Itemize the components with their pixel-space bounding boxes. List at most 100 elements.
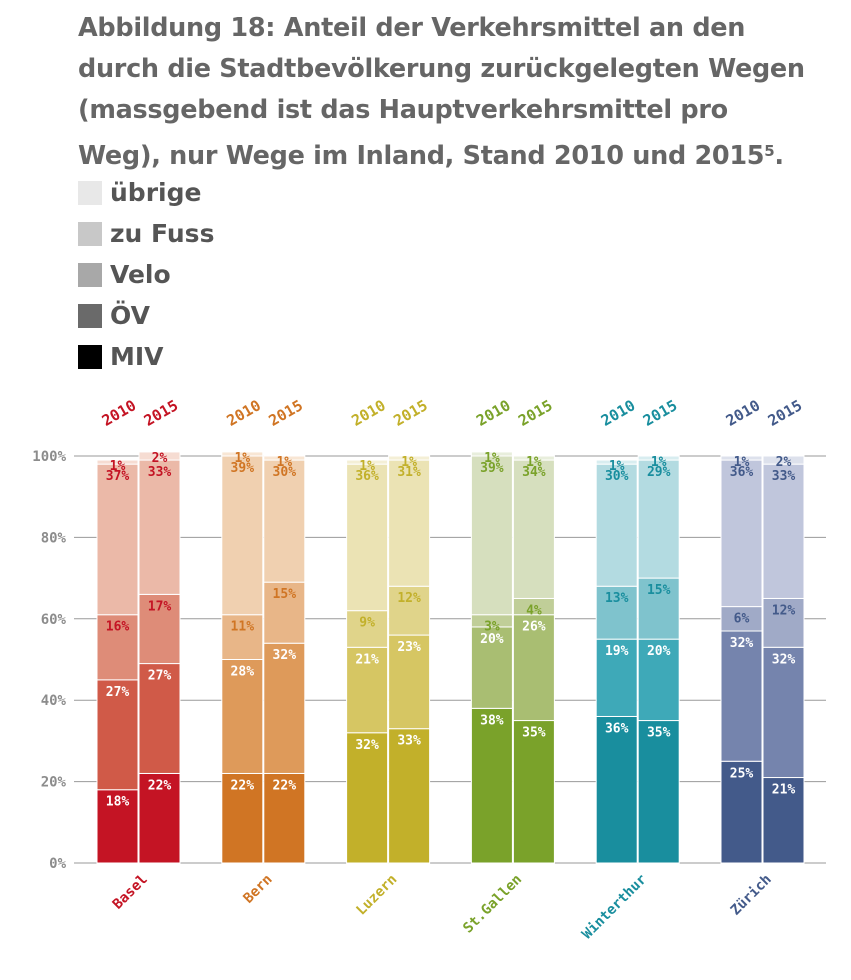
data-label: 6% (734, 612, 750, 627)
bar-segment (762, 597, 805, 648)
category-label: St.Gallen (460, 872, 525, 937)
data-label: 13% (605, 591, 629, 606)
legend-swatch-zu-fuss (78, 221, 102, 246)
data-label: 9% (359, 616, 375, 631)
data-label: 32% (730, 636, 754, 651)
data-label: 35% (647, 726, 671, 741)
stacked-bar-chart: 0%20%40%60%80%100%18%27%16%37%1%201022%2… (32, 396, 826, 942)
bar-segment (388, 455, 431, 461)
bar-segment (96, 463, 139, 616)
data-label: 31% (397, 465, 421, 480)
data-label: 27% (106, 685, 130, 700)
year-label: 2010 (723, 396, 763, 430)
data-label: 1% (484, 451, 500, 466)
data-label: 25% (730, 766, 754, 781)
chart-title: Abbildung 18: Anteil der Verkehrsmittel … (78, 13, 805, 171)
bar-segment (470, 451, 513, 457)
legend-label: Velo (110, 260, 171, 289)
data-label: 1% (651, 455, 667, 470)
data-label: 28% (231, 665, 255, 680)
bar-segment (637, 720, 680, 864)
data-label: 1% (234, 451, 250, 466)
bar-segment (221, 451, 264, 457)
data-label: 16% (106, 620, 130, 635)
bar-segment (595, 638, 638, 717)
data-label: 22% (273, 778, 297, 793)
bar-segment (346, 646, 389, 734)
legend-item-miv: MIV (78, 336, 214, 377)
category-label: Bern (240, 872, 275, 907)
data-label: 30% (273, 465, 297, 480)
data-label: 11% (231, 620, 255, 635)
year-label: 2010 (99, 396, 139, 430)
data-label: 12% (772, 603, 796, 618)
data-label: 32% (772, 652, 796, 667)
legend-item-zu-fuss: zu Fuss (78, 213, 214, 254)
bar-segment (637, 455, 680, 461)
bar-segment (388, 634, 431, 730)
y-tick-label: 40% (41, 693, 67, 709)
bar-segment (470, 707, 513, 864)
data-label: 32% (273, 648, 297, 663)
data-label: 2% (776, 455, 792, 470)
data-label: 23% (397, 640, 421, 655)
bar-segment (720, 760, 763, 864)
bar-segment (263, 581, 306, 644)
bar-segment (96, 789, 139, 864)
category-label: Zürich (728, 872, 775, 919)
year-label: 2015 (640, 396, 680, 430)
data-label: 36% (730, 465, 754, 480)
legend-swatch-velo (78, 262, 102, 287)
bar-segment (595, 459, 638, 465)
data-label: 15% (273, 587, 297, 602)
legend-swatch-miv (78, 344, 102, 369)
y-tick-label: 0% (49, 856, 66, 872)
data-label: 20% (480, 632, 504, 647)
category-label: Basel (110, 872, 151, 913)
bar-segment (221, 614, 264, 660)
bar-segment (762, 455, 805, 465)
data-label: 33% (148, 465, 172, 480)
legend-swatch-uebrige (78, 180, 102, 205)
bar-segment (512, 459, 555, 599)
data-label: 3% (484, 620, 500, 635)
bar-segment (512, 614, 555, 722)
bar-segment (762, 463, 805, 599)
data-label: 33% (397, 734, 421, 749)
year-label: 2010 (598, 396, 638, 430)
data-label: 30% (605, 469, 629, 484)
legend-item-velo: Velo (78, 254, 214, 295)
bar-segment (762, 777, 805, 864)
legend-label: ÖV (110, 301, 150, 330)
year-label: 2010 (473, 396, 513, 430)
footnote-marker: 5 (764, 142, 775, 160)
data-label: 20% (647, 644, 671, 659)
bar-segment (346, 732, 389, 864)
bar-segment (595, 585, 638, 640)
bar-segment (346, 459, 389, 465)
bar-segment (138, 451, 181, 461)
data-label: 1% (359, 459, 375, 474)
data-label: 4% (526, 603, 542, 618)
bar-segment (512, 720, 555, 864)
data-label: 15% (647, 583, 671, 598)
bar-segment (720, 606, 763, 632)
data-label: 21% (355, 652, 379, 667)
data-label: 22% (231, 778, 255, 793)
bar-segment (263, 455, 306, 461)
bar-segment (346, 610, 389, 648)
legend-item-oev: ÖV (78, 295, 214, 336)
data-label: 17% (148, 599, 172, 614)
legend-label: MIV (110, 342, 164, 371)
data-label: 18% (106, 795, 130, 810)
bar-segment (388, 728, 431, 864)
y-tick-label: 100% (32, 449, 66, 465)
year-label: 2015 (765, 396, 805, 430)
y-tick-label: 20% (41, 775, 67, 791)
legend-item-uebrige: übrige (78, 172, 214, 213)
data-label: 1% (401, 455, 417, 470)
data-label: 33% (772, 469, 796, 484)
data-label: 36% (605, 721, 629, 736)
year-label: 2015 (141, 396, 181, 430)
data-label: 36% (355, 469, 379, 484)
